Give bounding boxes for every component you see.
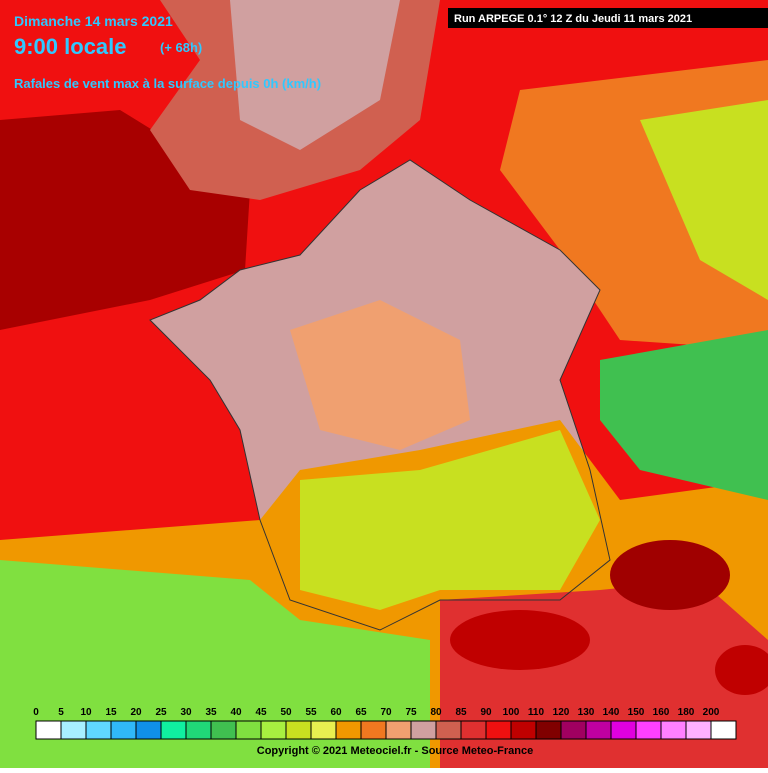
legend-swatch bbox=[135, 720, 162, 740]
legend-swatch bbox=[60, 720, 87, 740]
land-region bbox=[0, 560, 430, 768]
legend-label: 35 bbox=[205, 707, 217, 718]
legend-label: 100 bbox=[503, 707, 520, 718]
legend-swatch bbox=[560, 720, 587, 740]
legend-swatch bbox=[485, 720, 512, 740]
legend-label: 30 bbox=[180, 707, 192, 718]
legend: 0 5 10 15 20 25 30 35 40 45 50 55 60 65 70 75 80 85 90 100 1… bbox=[33, 707, 737, 740]
legend-swatch bbox=[385, 720, 412, 740]
gust-core bbox=[715, 645, 768, 695]
legend-label: 60 bbox=[330, 707, 342, 718]
legend-label: 40 bbox=[230, 707, 242, 718]
legend-swatch bbox=[160, 720, 187, 740]
legend-swatch bbox=[710, 720, 737, 740]
legend-swatch bbox=[635, 720, 662, 740]
date: Dimanche 14 mars 2021 bbox=[14, 13, 173, 29]
legend-label: 150 bbox=[628, 707, 645, 718]
legend-swatch bbox=[410, 720, 437, 740]
legend-label: 75 bbox=[405, 707, 417, 718]
legend-swatch bbox=[335, 720, 362, 740]
legend-label: 160 bbox=[653, 707, 670, 718]
legend-swatch bbox=[210, 720, 237, 740]
legend-swatch bbox=[110, 720, 137, 740]
legend-swatch bbox=[685, 720, 712, 740]
legend-swatch bbox=[85, 720, 112, 740]
legend-label: 0 bbox=[33, 707, 39, 718]
run-info: Run ARPEGE 0.1° 12 Z du Jeudi 11 mars 20… bbox=[454, 13, 692, 25]
lead-time: (+ 68h) bbox=[160, 40, 202, 55]
land-region bbox=[290, 300, 470, 450]
land-region bbox=[230, 0, 400, 150]
legend-label: 180 bbox=[678, 707, 695, 718]
legend-label: 80 bbox=[430, 707, 442, 718]
legend-label: 5 bbox=[58, 707, 64, 718]
legend-swatch bbox=[435, 720, 462, 740]
border-line bbox=[149, 159, 611, 631]
legend-swatch bbox=[285, 720, 312, 740]
legend-swatch bbox=[185, 720, 212, 740]
legend-label: 120 bbox=[553, 707, 570, 718]
legend-swatch bbox=[310, 720, 337, 740]
legend-label: 55 bbox=[305, 707, 317, 718]
legend-swatch bbox=[260, 720, 287, 740]
legend-swatch bbox=[535, 720, 562, 740]
legend-label: 90 bbox=[480, 707, 492, 718]
legend-label: 130 bbox=[578, 707, 595, 718]
legend-label: 70 bbox=[380, 707, 392, 718]
legend-swatch bbox=[35, 720, 62, 740]
gust-core bbox=[610, 540, 730, 610]
legend-label: 200 bbox=[703, 707, 720, 718]
legend-swatch bbox=[235, 720, 262, 740]
legend-label: 85 bbox=[455, 707, 467, 718]
parameter: Rafales de vent max à la surface depuis … bbox=[14, 76, 321, 91]
legend-swatch bbox=[510, 720, 537, 740]
legend-label: 65 bbox=[355, 707, 367, 718]
legend-label: 25 bbox=[155, 707, 167, 718]
legend-label: 10 bbox=[80, 707, 92, 718]
time: 9:00 locale bbox=[14, 34, 127, 59]
legend-swatch bbox=[460, 720, 487, 740]
legend-label: 110 bbox=[528, 707, 545, 718]
legend-label: 45 bbox=[255, 707, 267, 718]
run-banner bbox=[448, 8, 768, 28]
land-region bbox=[640, 100, 768, 300]
land-region bbox=[300, 430, 600, 610]
legend-label: 15 bbox=[105, 707, 117, 718]
legend-label: 20 bbox=[130, 707, 142, 718]
copyright: Copyright © 2021 Meteociel.fr - Source M… bbox=[257, 745, 533, 757]
legend-swatch bbox=[360, 720, 387, 740]
gust-core bbox=[450, 610, 590, 670]
legend-swatch bbox=[610, 720, 637, 740]
land-region bbox=[600, 330, 768, 500]
legend-label: 50 bbox=[280, 707, 292, 718]
legend-swatch bbox=[585, 720, 612, 740]
legend-label: 140 bbox=[603, 707, 620, 718]
legend-swatch bbox=[660, 720, 687, 740]
